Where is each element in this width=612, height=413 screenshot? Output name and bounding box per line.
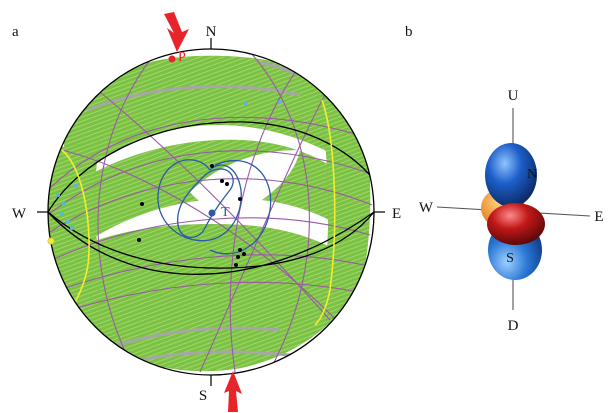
- black-great-circles: [48, 121, 374, 275]
- east-label: E: [392, 206, 401, 222]
- west-label: W: [12, 206, 27, 222]
- black-points: [137, 164, 246, 267]
- net-contents: [48, 51, 374, 373]
- t-label: T: [221, 205, 230, 220]
- south-label-b: S: [506, 251, 514, 266]
- white-window: [190, 150, 300, 218]
- up-label: U: [508, 88, 519, 104]
- blue-lobe-upper: [485, 143, 537, 207]
- stereonet: N S W E P T: [12, 12, 401, 412]
- cyan-points: [56, 100, 282, 230]
- p-arrow-top: [164, 12, 189, 52]
- blue-curves: [157, 159, 272, 255]
- p-point: [168, 55, 176, 63]
- north-label-b: N: [527, 167, 537, 182]
- panel-a-label: a: [12, 24, 19, 40]
- east-label-b: E: [594, 209, 603, 225]
- radiation-pattern: U D W E N S: [419, 88, 604, 334]
- red-lobe: [487, 203, 545, 245]
- west-label-b: W: [419, 200, 434, 216]
- yellow-point: [47, 237, 55, 245]
- p-arrow-bottom: [224, 371, 242, 412]
- north-label: N: [206, 24, 217, 40]
- south-label: S: [199, 388, 207, 404]
- panel-b-label: b: [405, 24, 413, 40]
- p-label: P: [178, 50, 186, 65]
- cardinal-ticks: [37, 38, 385, 386]
- t-point: [208, 209, 216, 217]
- down-label: D: [508, 318, 519, 334]
